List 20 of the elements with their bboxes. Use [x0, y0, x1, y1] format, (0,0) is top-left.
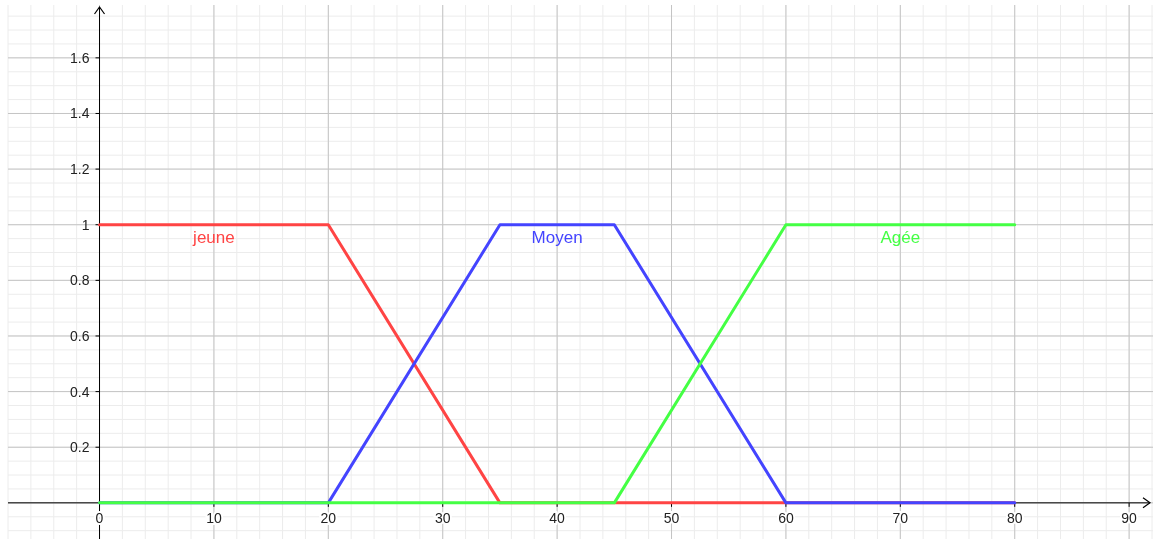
y-tick-label: 1.6	[70, 49, 90, 66]
x-tick-label: 80	[1006, 509, 1023, 526]
y-tick-label: 0.4	[70, 383, 90, 400]
x-tick-label: 60	[778, 509, 794, 526]
y-tick-label: 1	[81, 216, 90, 233]
x-tick-label: 10	[206, 509, 222, 526]
series-label: Agée	[880, 227, 921, 247]
series-label: jeune	[192, 227, 235, 247]
y-tick-label: 0.8	[70, 272, 90, 289]
y-tick-label: 1.4	[70, 105, 90, 122]
series-label: Moyen	[531, 227, 583, 247]
x-tick-label: 90	[1121, 509, 1138, 526]
y-tick-label: 0.2	[70, 439, 90, 456]
x-tick-label: 20	[320, 509, 337, 526]
x-tick-label: 40	[549, 509, 566, 526]
x-tick-label: 30	[434, 509, 451, 526]
x-tick-label: 70	[892, 509, 909, 526]
y-tick-label: 0.6	[70, 327, 90, 344]
y-tick-label: 1.2	[70, 161, 90, 178]
x-tick-label: 50	[663, 509, 680, 526]
